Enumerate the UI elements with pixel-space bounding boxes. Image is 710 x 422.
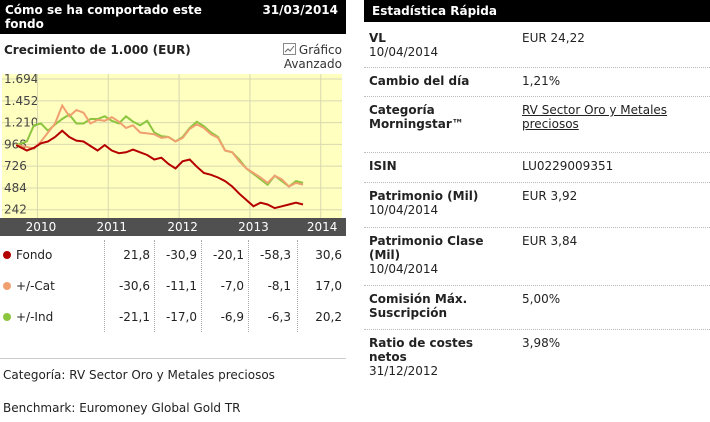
stat-value: 3,98%: [522, 336, 561, 350]
y-tick-label: 1.694: [4, 72, 38, 86]
x-tick-label: 2011: [97, 220, 128, 234]
stat-label: VL 10/04/2014: [369, 31, 439, 59]
row-label: Fondo: [16, 248, 53, 262]
table-cell: -20,1: [212, 248, 244, 262]
row-label: +/-Ind: [16, 310, 54, 324]
table-cell: 30,6: [315, 248, 342, 262]
advanced-chart-label-2: Avanzado: [283, 57, 342, 71]
chart-title: Crecimiento de 1.000 (EUR): [4, 43, 191, 57]
stat-row-costs: Ratio de costes netos 31/12/2012 3,98%: [364, 329, 710, 378]
x-tick-label: 2014: [307, 220, 338, 234]
cat-legend-dot: [3, 282, 11, 290]
stat-row-daily-change: Cambio del día 1,21%: [364, 67, 710, 98]
table-cell: -6,3: [267, 310, 291, 324]
table-cell: -6,9: [220, 310, 244, 324]
quick-stats-title: Estadística Rápida: [372, 4, 497, 18]
series-line-0: [15, 113, 304, 188]
y-tick-label: 242: [4, 203, 27, 217]
table-cell: 17,0: [315, 279, 342, 293]
y-tick-label: 1.452: [4, 94, 38, 108]
category-link[interactable]: RV Sector Oro y Metales preciosos: [522, 103, 668, 131]
stat-row-commission: Comisión Máx. Suscripción 5,00%: [364, 285, 710, 328]
divider: [0, 358, 346, 359]
stat-row-category: Categoría Morningstar™ RV Sector Oro y M…: [364, 96, 710, 149]
table-row-ind: +/-Ind -21,1 -17,0 -6,9 -6,3 20,2: [0, 302, 346, 332]
stat-row-patrimonio: Patrimonio (Mil) 10/04/2014 EUR 3,92: [364, 182, 710, 225]
y-tick-label: 726: [4, 159, 27, 173]
table-cell: -8,1: [267, 279, 291, 293]
column-divider: [201, 240, 202, 332]
table-row-fondo: Fondo 21,8 -30,9 -20,1 -58,3 30,6: [0, 240, 346, 270]
table-cell: -58,3: [259, 248, 291, 262]
quick-stats-panel: Estadística Rápida VL 10/04/2014 EUR 24,2…: [364, 0, 710, 422]
table-cell: -21,1: [118, 310, 150, 324]
stat-value: 1,21%: [522, 74, 561, 88]
series-line-2: [15, 129, 304, 210]
benchmark-text: Benchmark: Euromoney Global Gold TR: [3, 401, 241, 415]
category-text: Categoría: RV Sector Oro y Metales preci…: [3, 368, 275, 382]
stat-label: Patrimonio Clase (Mil) 10/04/2014: [369, 234, 484, 276]
stat-label: ISIN: [369, 159, 397, 173]
table-cell: -17,0: [165, 310, 197, 324]
column-divider: [297, 240, 298, 332]
table-cell: -11,1: [165, 279, 197, 293]
fund-performance-panel: Cómo se ha comportado este fondo 31/03/2…: [0, 0, 346, 422]
row-label: +/-Cat: [16, 279, 55, 293]
stat-value: EUR 3,92: [522, 189, 578, 203]
performance-header-date: 31/03/2014: [262, 3, 338, 17]
ind-legend-dot: [3, 313, 11, 321]
stat-row-isin: ISIN LU0229009351: [364, 152, 710, 183]
fondo-legend-dot: [3, 251, 11, 259]
advanced-chart-label-1: Gráfico: [298, 43, 342, 57]
table-cell: 21,8: [123, 248, 150, 262]
table-row-cat: +/-Cat -30,6 -11,1 -7,0 -8,1 17,0: [0, 271, 346, 301]
stat-label: Patrimonio (Mil) 10/04/2014: [369, 189, 479, 217]
stat-label: Comisión Máx. Suscripción: [369, 292, 468, 320]
performance-header: Cómo se ha comportado este fondo 31/03/2…: [0, 0, 346, 34]
advanced-chart-link[interactable]: Gráfico Avanzado: [282, 43, 342, 71]
table-cell: 20,2: [315, 310, 342, 324]
column-divider: [248, 240, 249, 332]
y-tick-label: 484: [4, 181, 27, 195]
column-divider: [154, 240, 155, 332]
stat-value: 5,00%: [522, 292, 561, 306]
table-cell: -7,0: [220, 279, 244, 293]
performance-header-title: Cómo se ha comportado este fondo: [5, 3, 202, 31]
stat-value: EUR 24,22: [522, 31, 585, 45]
stat-row-vl: VL 10/04/2014 EUR 24,22: [364, 25, 710, 65]
stat-value: EUR 3,84: [522, 234, 578, 248]
chart-icon: [282, 43, 296, 55]
table-cell: -30,9: [165, 248, 197, 262]
stat-label: Ratio de costes netos 31/12/2012: [369, 336, 474, 378]
stat-label: Cambio del día: [369, 74, 470, 88]
x-axis-bar: [0, 218, 346, 236]
table-cell: -30,6: [118, 279, 150, 293]
y-tick-label: 1.210: [4, 116, 38, 130]
stat-label: Categoría Morningstar™: [369, 103, 464, 131]
x-tick-label: 2013: [238, 220, 269, 234]
column-divider: [104, 240, 105, 332]
stat-row-patrimonio-clase: Patrimonio Clase (Mil) 10/04/2014 EUR 3,8…: [364, 227, 710, 284]
series-line-1: [16, 103, 304, 188]
plot-background: [2, 74, 342, 218]
stat-value: LU0229009351: [522, 159, 614, 173]
x-tick-label: 2010: [26, 220, 57, 234]
x-tick-label: 2012: [167, 220, 198, 234]
quick-stats-header: Estadística Rápida: [364, 0, 710, 22]
